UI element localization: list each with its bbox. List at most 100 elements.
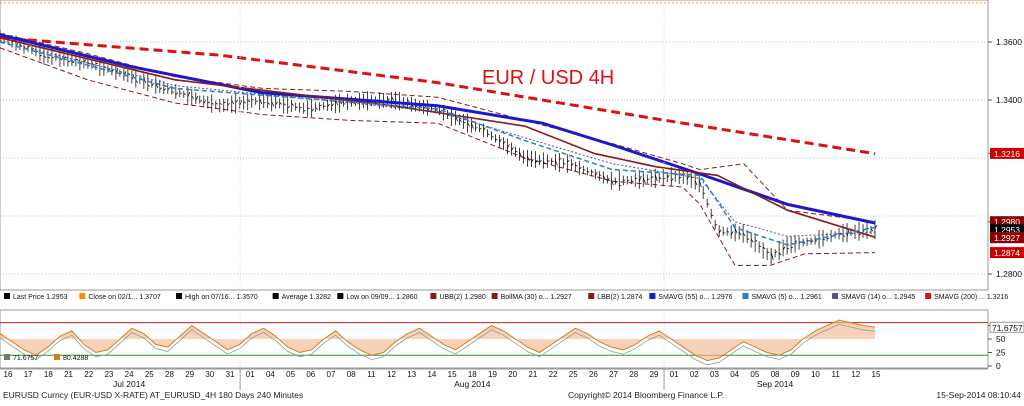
legend-swatch: [79, 293, 85, 299]
day-label: 19: [488, 370, 497, 379]
day-label: 25: [569, 370, 578, 379]
day-label: 20: [508, 370, 517, 379]
month-label: Sep 2014: [757, 379, 794, 389]
day-label: 12: [387, 370, 396, 379]
legend-entry: UBB(2) 1.2980: [439, 294, 485, 301]
chart-title: EUR / USD 4H: [482, 67, 614, 89]
month-label: Jul 2014: [113, 379, 145, 389]
day-label: 07: [327, 370, 336, 379]
day-label: 14: [427, 370, 436, 379]
day-label: 24: [125, 370, 134, 379]
day-label: 06: [306, 370, 315, 379]
legend-swatch: [832, 293, 838, 299]
price-bar-tick: [463, 122, 465, 123]
day-label: 13: [407, 370, 416, 379]
legend-swatch: [743, 293, 749, 299]
legend-swatch: [273, 293, 279, 299]
day-label: 08: [347, 370, 356, 379]
price-axis-label: 1.3400: [996, 95, 1022, 105]
legend-entry: Low on 09/09... 1.2860: [346, 294, 417, 301]
oscillator-legend-swatch: [54, 354, 60, 360]
legend-swatch: [4, 293, 10, 299]
oscillator-axis-label: 25: [996, 348, 1006, 358]
price-axis-label: 1.2800: [996, 269, 1022, 279]
footer-copyright: Copyright© 2014 Bloomberg Finance L.P.: [568, 390, 724, 400]
day-label: 01: [670, 370, 679, 379]
day-label: 11: [831, 370, 840, 379]
day-label: 18: [468, 370, 477, 379]
day-label: 22: [549, 370, 558, 379]
price-panel-frame: [0, 0, 988, 290]
day-label: 01: [246, 370, 255, 379]
oscillator-axis-label: 50: [996, 334, 1006, 344]
day-label: 03: [710, 370, 719, 379]
oscillator-legend-entry: 80.4288: [63, 355, 88, 362]
day-label: 15: [872, 370, 881, 379]
day-label: 04: [266, 370, 275, 379]
oscillator-legend-swatch: [4, 354, 10, 360]
day-label: 15: [448, 370, 457, 379]
legend-swatch: [925, 293, 931, 299]
legend-entry: Close on 02/1... 1.3707: [88, 294, 160, 301]
legend-entry: LBB(2) 1.2874: [597, 294, 642, 301]
legend-swatch: [337, 293, 343, 299]
legend-entry: BollMA (30) o... 1.2927: [501, 294, 572, 301]
price-badge-label: 1.2927: [994, 233, 1020, 243]
legend-entry: SMAVG (200) ... 1.3216: [934, 294, 1008, 301]
day-label: 26: [589, 370, 598, 379]
price-badge-label: 1.2874: [994, 248, 1020, 258]
month-label: Aug 2014: [454, 379, 491, 389]
day-label: 25: [145, 370, 154, 379]
day-label: 02: [690, 370, 699, 379]
day-label: 09: [791, 370, 800, 379]
day-label: 17: [24, 370, 33, 379]
day-label: 31: [226, 370, 235, 379]
price-bar-tick: [439, 111, 441, 112]
day-label: 28: [629, 370, 638, 379]
day-label: 10: [811, 370, 820, 379]
day-label: 08: [771, 370, 780, 379]
price-axis-label: 1.3600: [996, 37, 1022, 47]
day-label: 27: [609, 370, 618, 379]
legend-entry: Average 1.3282: [282, 294, 331, 301]
day-label: 29: [650, 370, 659, 379]
day-label: 18: [44, 370, 53, 379]
day-label: 23: [104, 370, 113, 379]
oscillator-legend-entry: 71.6757: [13, 355, 38, 362]
legend-entry: SMAVG (55) o... 1.2976: [658, 294, 732, 301]
legend-swatch: [430, 293, 436, 299]
price-axis: 1.36001.34001.28001.32161.29801.29531.29…: [988, 37, 1024, 279]
day-label: 22: [84, 370, 93, 379]
footer-source: EURUSD Curncy (EUR-USD X-RATE) AT_EURUSD…: [3, 390, 303, 400]
day-label: 04: [730, 370, 739, 379]
day-label: 28: [165, 370, 174, 379]
day-label: 12: [851, 370, 860, 379]
price-bar-tick: [320, 105, 322, 106]
legend-swatch: [176, 293, 182, 299]
price-bar-tick: [300, 107, 302, 108]
oscillator-badge-label: 71.6757: [992, 323, 1023, 333]
footer-timestamp: 15-Sep-2014 08:10:44: [936, 390, 1021, 400]
day-label: 30: [205, 370, 214, 379]
day-label: 21: [528, 370, 537, 379]
legend: Last Price 1.2953 Close on 02/1... 1.3707…: [4, 293, 1008, 301]
legend-entry: High on 07/16... 1.3570: [185, 294, 258, 301]
day-label: 29: [185, 370, 194, 379]
price-bar-tick: [224, 102, 226, 103]
day-label: 05: [750, 370, 759, 379]
price-badge-label: 1.3216: [994, 149, 1020, 159]
legend-swatch: [492, 293, 498, 299]
oscillator-axis-label: 0: [996, 361, 1001, 371]
legend-swatch: [588, 293, 594, 299]
day-label: 05: [286, 370, 295, 379]
legend-swatch: [649, 293, 655, 299]
day-label: 21: [64, 370, 73, 379]
legend-entry: SMAVG (14) o... 1.2945: [841, 294, 915, 301]
day-label: 11: [367, 370, 376, 379]
day-label: 16: [4, 370, 13, 379]
legend-entry: SMAVG (5) o... 1.2961: [752, 294, 822, 301]
legend-entry: Last Price 1.2953: [13, 294, 68, 301]
